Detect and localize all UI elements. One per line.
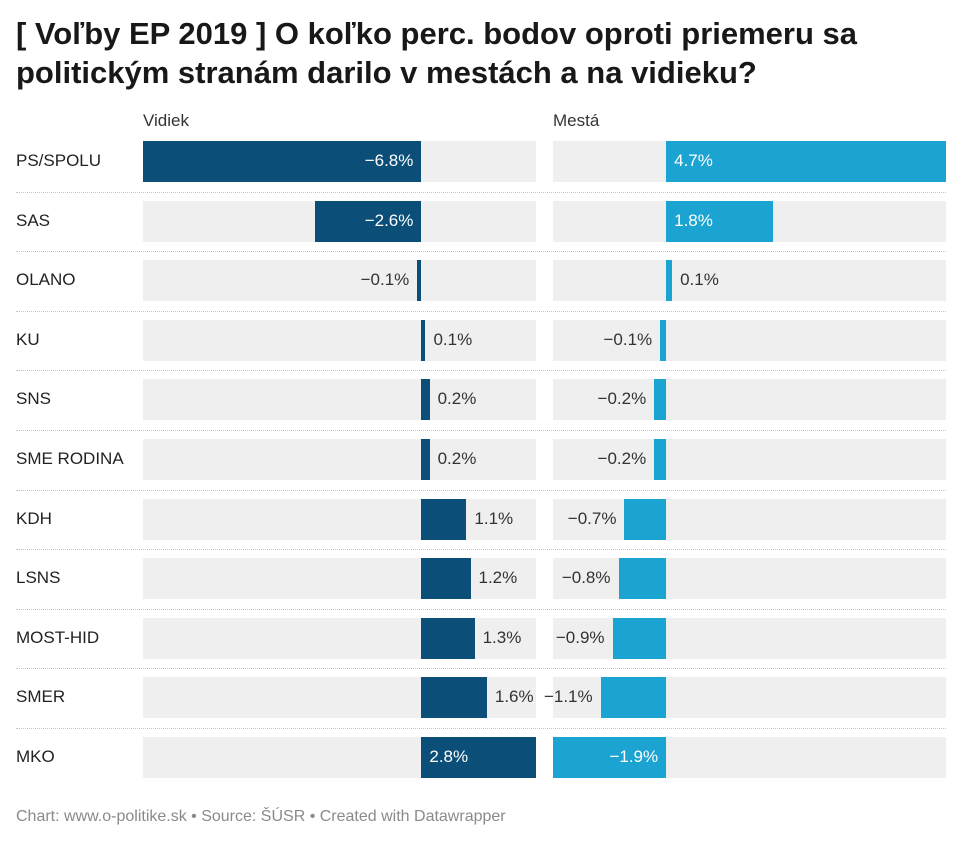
- bar-vidiek-olano: [417, 260, 422, 302]
- row-separator: [16, 668, 946, 670]
- column-header-mesta: Mestá: [553, 111, 600, 130]
- track-mesta-ku: [553, 319, 946, 361]
- track-vidiek-lsns: [143, 558, 536, 600]
- row-separator: [16, 370, 946, 372]
- bar-vidiek-sns: [421, 379, 430, 421]
- bar-vidiek-ku: [421, 319, 426, 361]
- value-label-mesta-ku: −0.1%: [603, 329, 653, 349]
- row-separator: [16, 251, 946, 253]
- track-mesta-sns: [553, 379, 946, 421]
- track-vidiek-sns: [143, 379, 536, 421]
- bar-mesta-mko: [553, 737, 667, 778]
- value-label-vidiek-olano: −0.1%: [360, 270, 410, 290]
- value-label-vidiek-ps-spolu: −6.8%: [364, 151, 414, 170]
- chart-footer: Chart: www.o-politike.sk • Source: ŠÚSR …: [16, 808, 506, 825]
- bar-mesta-olano: [666, 260, 673, 302]
- bar-mesta-most-hid: [612, 617, 667, 659]
- row-label-most-hid: MOST-HID: [16, 627, 100, 647]
- row-separator: [16, 549, 946, 551]
- row-label-olano: OLANO: [16, 270, 76, 290]
- bar-vidiek-mko: [421, 737, 536, 778]
- bar-mesta-lsns: [618, 558, 667, 600]
- value-label-mesta-mko: −1.9%: [609, 747, 659, 766]
- row-label-mko: MKO: [16, 747, 55, 766]
- value-label-vidiek-most-hid: 1.3%: [482, 627, 522, 647]
- bar-vidiek-smer: [421, 677, 487, 719]
- bar-vidiek-sme-rodina: [421, 439, 430, 480]
- row-separator: [16, 489, 946, 491]
- bar-mesta-ku: [660, 319, 667, 361]
- track-vidiek-olano: [143, 260, 536, 302]
- row-separator: [16, 310, 946, 312]
- track-vidiek-ku: [143, 319, 536, 361]
- value-label-mesta-olano: 0.1%: [680, 270, 719, 290]
- chart-title: [ Voľby EP 2019 ] O koľko perc. bodov op…: [16, 16, 858, 90]
- bar-vidiek-lsns: [421, 558, 471, 600]
- row-separator: [16, 608, 946, 610]
- track-vidiek-most-hid: [143, 617, 536, 659]
- row-label-kdh: KDH: [16, 508, 52, 528]
- track-vidiek-kdh: [143, 498, 536, 540]
- value-label-mesta-sme-rodina: −0.2%: [597, 449, 647, 468]
- bar-mesta-kdh: [624, 498, 667, 540]
- bar-vidiek-kdh: [421, 498, 467, 540]
- track-mesta-sme-rodina: [553, 439, 946, 480]
- track-mesta-kdh: [553, 498, 946, 540]
- row-separator: [16, 728, 946, 729]
- value-label-mesta-kdh: −0.7%: [567, 508, 617, 528]
- bar-mesta-sns: [654, 379, 667, 421]
- value-label-vidiek-sas: −2.6%: [364, 210, 414, 230]
- value-label-mesta-lsns: −0.8%: [561, 568, 611, 588]
- row-separator: [16, 191, 946, 193]
- value-label-mesta-ps-spolu: 4.7%: [674, 151, 713, 170]
- row-label-ps-spolu: PS/SPOLU: [16, 151, 102, 170]
- value-label-mesta-sns: −0.2%: [597, 389, 647, 409]
- row-label-sas: SAS: [16, 210, 51, 230]
- bar-mesta-ps-spolu: [666, 141, 946, 182]
- row-label-sns: SNS: [16, 389, 51, 409]
- row-label-smer: SMER: [16, 687, 66, 707]
- row-separator: [16, 430, 946, 431]
- bar-vidiek-most-hid: [421, 617, 475, 659]
- value-label-mesta-sas: 1.8%: [674, 210, 713, 230]
- bar-vidiek-ps-spolu: [143, 141, 422, 182]
- track-mesta-lsns: [553, 558, 946, 600]
- row-label-ku: KU: [16, 329, 40, 349]
- value-label-vidiek-ku: 0.1%: [433, 329, 473, 349]
- value-label-vidiek-mko: 2.8%: [429, 747, 469, 766]
- row-label-sme-rodina: SME RODINA: [16, 449, 124, 468]
- row-label-lsns: LSNS: [16, 568, 61, 588]
- value-label-vidiek-sns: 0.2%: [437, 389, 477, 409]
- value-label-vidiek-kdh: 1.1%: [474, 508, 514, 528]
- bar-mesta-sas: [666, 200, 774, 242]
- value-label-vidiek-lsns: 1.2%: [478, 568, 518, 588]
- bar-mesta-sme-rodina: [654, 439, 667, 480]
- value-label-vidiek-sme-rodina: 0.2%: [437, 449, 477, 468]
- bar-vidiek-sas: [314, 200, 422, 242]
- track-vidiek-sme-rodina: [143, 439, 536, 480]
- value-label-vidiek-smer: 1.6%: [494, 687, 534, 707]
- value-label-mesta-smer: −1.1%: [543, 687, 593, 707]
- value-label-mesta-most-hid: −0.9%: [555, 627, 605, 647]
- column-header-vidiek: Vidiek: [143, 111, 189, 130]
- bar-mesta-smer: [600, 677, 667, 719]
- track-mesta-olano: [553, 260, 946, 302]
